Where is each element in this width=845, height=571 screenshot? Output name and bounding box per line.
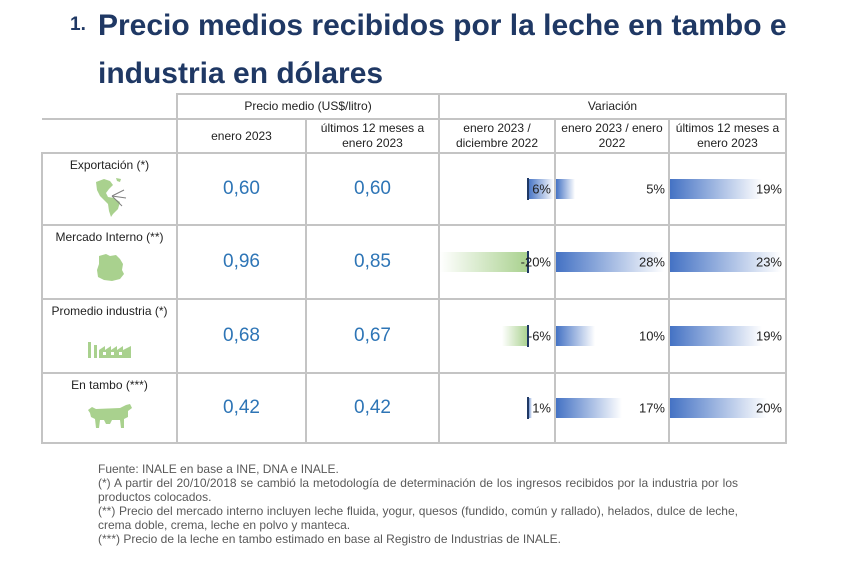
variation-value: 5% xyxy=(646,181,665,197)
variation-value: 6% xyxy=(532,181,551,197)
variation-bar xyxy=(441,252,528,272)
footnote-1: (*) A partir del 20/10/2018 se cambió la… xyxy=(98,476,738,504)
variation-bar xyxy=(671,326,762,346)
variation-value: -6% xyxy=(527,328,551,344)
row-label: Promedio industria (*) xyxy=(51,304,168,318)
price-jan2023: 0,42 xyxy=(176,372,307,444)
table-row: Promedio industria (*) 0,68 0,67 -6% 10%… xyxy=(41,298,787,374)
footnote-2: (**) Precio del mercado interno incluyen… xyxy=(98,504,738,532)
title-number: 1. xyxy=(70,14,86,35)
price-jan2023: 0,60 xyxy=(176,152,307,226)
bar-axis xyxy=(527,251,529,273)
factory-icon xyxy=(87,342,131,358)
price-last12: 0,67 xyxy=(305,298,440,374)
price-jan2023: 0,68 xyxy=(176,298,307,374)
col-header-last12-price: últimos 12 meses a enero 2023 xyxy=(305,118,440,154)
variation-value: 19% xyxy=(755,328,782,344)
variation-bar xyxy=(528,398,532,418)
bar-axis xyxy=(527,325,529,347)
footnotes: Fuente: INALE en base a INE, DNA e INALE… xyxy=(98,462,738,546)
col-header-jan2023: enero 2023 xyxy=(176,118,307,154)
table-row: En tambo (***) 0,42 0,42 1% 17% 20% xyxy=(41,372,787,444)
variation-last12: 19% xyxy=(668,152,787,226)
variation-jan-jan: 10% xyxy=(554,298,670,374)
row-label-cell: Mercado Interno (**) xyxy=(41,224,178,300)
group-header-price: Precio medio (US$/litro) xyxy=(176,93,440,120)
variation-bar xyxy=(557,252,664,272)
col-header-jan-dec: enero 2023 / diciembre 2022 xyxy=(438,118,556,154)
bar-axis xyxy=(527,178,529,200)
variation-jan-dec: -20% xyxy=(438,224,556,300)
variation-bar xyxy=(502,326,528,346)
price-last12: 0,42 xyxy=(305,372,440,444)
bar-axis xyxy=(527,397,529,419)
variation-bar xyxy=(528,179,553,199)
row-label: Exportación (*) xyxy=(69,158,150,172)
variation-bar xyxy=(671,398,767,418)
variation-value: 17% xyxy=(638,400,665,416)
price-jan2023: 0,96 xyxy=(176,224,307,300)
variation-jan-dec: -6% xyxy=(438,298,556,374)
row-label-cell: Promedio industria (*) xyxy=(41,298,178,374)
page-title: Precio medios recibidos por la leche en … xyxy=(98,9,787,90)
variation-last12: 23% xyxy=(668,224,787,300)
price-table: Precio medio (US$/litro) Variación enero… xyxy=(41,93,787,444)
uruguay-map-icon xyxy=(96,254,124,281)
variation-jan-jan: 5% xyxy=(554,152,670,226)
variation-last12: 19% xyxy=(668,298,787,374)
row-label: En tambo (***) xyxy=(71,378,148,392)
variation-value: 23% xyxy=(755,254,782,270)
cow-icon xyxy=(87,404,132,428)
row-label-cell: Exportación (*) xyxy=(41,152,178,226)
table-row: Exportación (*) 0,60 0,60 6% 5% 19% xyxy=(41,152,787,226)
col-header-jan-jan: enero 2023 / enero 2022 xyxy=(554,118,670,154)
variation-value: 1% xyxy=(532,400,551,416)
price-last12: 0,85 xyxy=(305,224,440,300)
variation-bar xyxy=(557,326,595,346)
row-label: Mercado Interno (**) xyxy=(55,230,164,244)
variation-value: -20% xyxy=(520,254,551,270)
col-header-last12-var: últimos 12 meses a enero 2023 xyxy=(668,118,787,154)
variation-last12: 20% xyxy=(668,372,787,444)
variation-bar xyxy=(557,398,622,418)
variation-jan-jan: 28% xyxy=(554,224,670,300)
price-last12: 0,60 xyxy=(305,152,440,226)
group-header-variation: Variación xyxy=(438,93,787,120)
variation-bar xyxy=(671,179,762,199)
variation-bar xyxy=(671,252,781,272)
row-label-cell: En tambo (***) xyxy=(41,372,178,444)
variation-value: 10% xyxy=(638,328,665,344)
variation-jan-jan: 17% xyxy=(554,372,670,444)
source-note: Fuente: INALE en base a INE, DNA e INALE… xyxy=(98,462,339,476)
variation-value: 19% xyxy=(755,181,782,197)
variation-value: 28% xyxy=(638,254,665,270)
table-corner xyxy=(42,94,178,120)
table-row: Mercado Interno (**) 0,96 0,85 -20% 28% … xyxy=(41,224,787,300)
table-corner-lower xyxy=(42,119,178,154)
americas-map-icon xyxy=(95,178,126,217)
footnote-3: (***) Precio de la leche en tambo estima… xyxy=(98,532,561,546)
variation-bar xyxy=(557,179,575,199)
variation-value: 20% xyxy=(755,400,782,416)
variation-jan-dec: 6% xyxy=(438,152,556,226)
variation-jan-dec: 1% xyxy=(438,372,556,444)
